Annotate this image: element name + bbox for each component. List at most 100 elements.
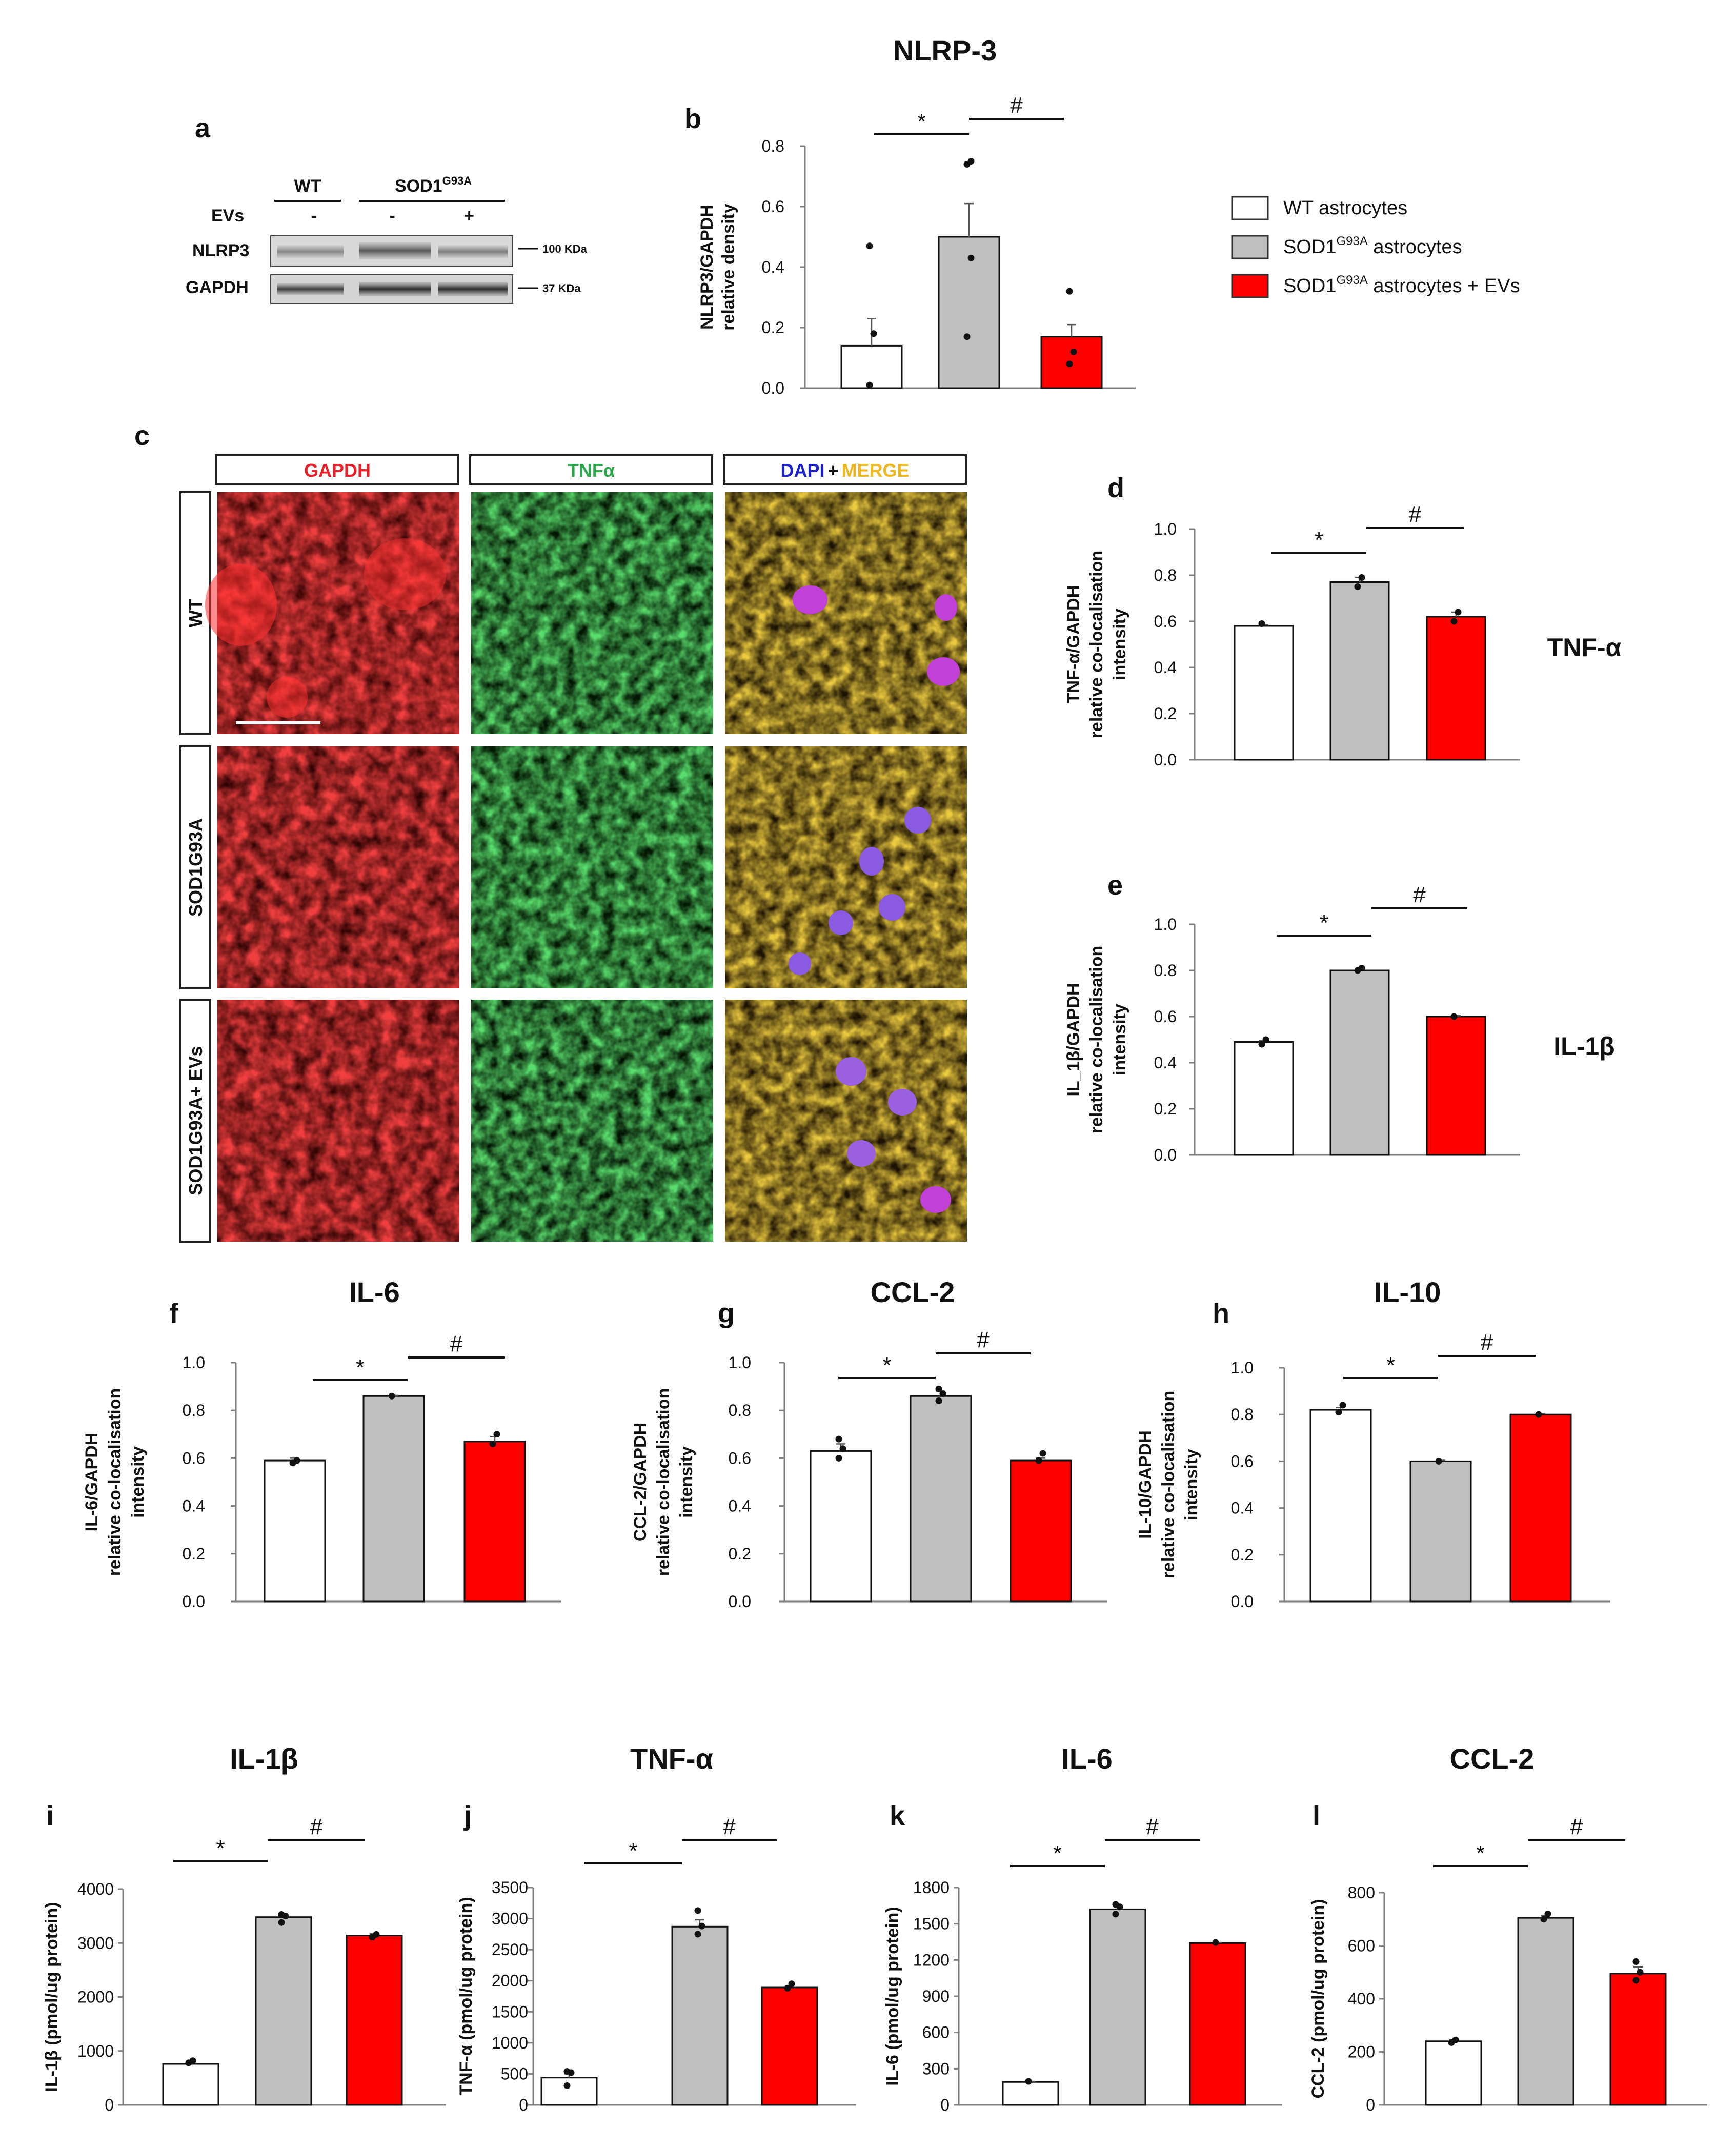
datapoint-b-sod [967,158,975,165]
chart-l: 0 200 400 600 800 CCL-2 (pmol/ug protein) l CCL… [1308,1742,1707,2114]
chart-l-tick-label: 0 [1366,2096,1375,2114]
bar-l-wt [1425,2040,1482,2106]
datapoint-i-sod [278,1919,285,1926]
datapoint-g-sod-evs [1039,1450,1046,1457]
sig-hash-b: # [1010,93,1023,118]
chart-k-tick-label: 1500 [913,1915,950,1933]
chart-b-tick-label: 0.6 [762,197,784,216]
chart-h: 0.0 0.2 0.4 0.6 0.8 1.0 IL-10/GAPDH relative co… [1136,1276,1610,1611]
micro-tile-sod-evs-tnf [471,1000,713,1242]
micro-tile-wt-gapdh [205,492,459,734]
bar-d-wt [1234,625,1294,761]
bar-i-wt [162,2063,219,2106]
datapoint-d-sod [1354,583,1361,590]
bar-h-sod [1409,1460,1472,1603]
chart-k-tick-label: 600 [922,2023,950,2042]
chart-g-tick-label: 0.6 [729,1449,751,1467]
chart-b-ylabel: relative density [719,204,738,331]
chart-e-tick-label: 1.0 [1154,915,1177,934]
datapoint-j-sod-evs [784,1984,791,1992]
chart-f-ylabel: relative co-localisation [105,1388,125,1576]
chart-g-ylabel: intensity [677,1446,696,1518]
datapoint-b-sod-evs [1066,360,1073,368]
chart-e-tick-label: 0.2 [1154,1100,1177,1118]
chart-d-tick-label: 0.2 [1154,704,1177,723]
sig-hash-j: # [723,1814,736,1839]
sig-star-j: * [629,1838,637,1863]
datapoint-l-wt [1452,2036,1459,2043]
legend-label-sod-evs: SOD1G93A astrocytes + EVs [1283,273,1520,297]
datapoint-e-sod-evs [1450,1013,1458,1020]
chart-g: 0.0 0.2 0.4 0.6 0.8 1.0 CCL-2/GAPDH relative co… [631,1276,1107,1611]
chart-g-tick-label: 0.0 [729,1592,751,1611]
chart-j-tick-label: 500 [501,2064,528,2083]
sig-hash-g: # [977,1327,990,1352]
bar-h-wt [1309,1409,1372,1603]
chart-g-panel-letter: g [718,1298,735,1329]
chart-h-title: IL-10 [1374,1276,1441,1308]
chart-i-tick-label: 0 [105,2096,114,2114]
chart-j-tick-label: 1500 [492,2002,528,2021]
wb-evs-label: EVs [211,206,244,226]
sig-hash-d: # [1409,502,1422,527]
chart-h-ylabel: intensity [1182,1449,1201,1520]
bar-g-sod-evs [1010,1459,1072,1603]
bar-f-wt [264,1459,326,1603]
datapoint-b-wt [870,330,877,337]
chart-k-tick-label: 0 [940,2096,950,2114]
legend-swatch-wt [1231,196,1269,220]
legend: WT astrocytes SOD1G93A astrocytes SOD1G9… [1231,196,1520,298]
chart-f-tick-label: 1.0 [183,1353,205,1372]
chart-h-tick-label: 1.0 [1231,1359,1254,1377]
micro-tile-sod-merge [725,746,967,988]
chart-k-tick-label: 1200 [913,1951,950,1969]
chart-b-tick-label: 0.4 [762,258,784,276]
chart-k-panel-letter: k [890,1800,905,1831]
chart-f-ylabel: IL-6/GAPDH [82,1433,102,1532]
datapoint-g-sod [935,1385,942,1392]
chart-d-ylabel: TNF-α/GAPDH [1064,585,1083,704]
chart-l-title: CCL-2 [1450,1742,1535,1775]
chart-i-tick-label: 2000 [77,1988,114,2006]
wb-band-nlrp3-sod-evs [438,245,508,258]
datapoint-d-sod-evs [1455,609,1462,616]
chart-f-tick-label: 0.0 [183,1592,205,1611]
chart-d-tick-label: 0.0 [1154,751,1177,769]
chart-e-tick-label: 0.8 [1154,961,1177,980]
micro-header-merge: DAPI + MERGE [780,460,909,481]
chart-e-panel-letter: e [1107,870,1123,901]
bar-g-wt [810,1450,872,1603]
wb-band-nlrp3-wt [277,245,344,258]
micro-tile-sod-tnf [471,746,713,988]
chart-j-tick-label: 2000 [492,1972,528,1990]
datapoint-g-wt [835,1454,842,1462]
chart-i-ylabel: IL-1β (pmol/ug protein) [42,1902,62,2092]
bar-l-sod-evs [1609,1973,1667,2106]
western-blot-panel: a WT SOD1G93A EVs - - + NLRP3 GAPDH 100 … [186,113,588,304]
datapoint-b-sod-evs [1070,348,1077,355]
chart-d-tick-label: 1.0 [1154,520,1177,538]
chart-d-ylabel: intensity [1110,609,1129,680]
bar-k-sod-evs [1189,1942,1246,2106]
datapoint-f-sod-evs [493,1431,500,1438]
datapoint-g-sod [939,1390,946,1397]
chart-i-title: IL-1β [230,1742,298,1775]
datapoint-e-wt [1262,1036,1269,1043]
datapoint-j-wt [563,2068,571,2075]
wb-evs-sign-sod: - [389,206,395,226]
datapoint-g-wt [839,1445,846,1452]
chart-b-ylabel: NLRP3/GAPDH [697,205,717,330]
sig-star-i: * [216,1836,225,1861]
datapoint-l-sod-evs [1632,1977,1640,1984]
sig-hash-e: # [1413,882,1426,907]
legend-label-sod: SOD1G93A astrocytes [1283,234,1462,258]
chart-f-ylabel: intensity [128,1446,148,1518]
datapoint-e-sod [1358,965,1365,971]
micro-tile-sod-gapdh [217,746,459,988]
bar-k-sod [1089,1908,1146,2106]
sig-star-b: * [917,109,926,134]
bar-e-sod-evs [1426,1016,1486,1156]
wb-group-wt: WT [294,176,321,196]
charts-layer: 0.0 0.2 0.4 0.6 0.8 NLRP3/GAPDH relative densi… [42,93,1707,2114]
chart-h-tick-label: 0.6 [1231,1452,1254,1470]
